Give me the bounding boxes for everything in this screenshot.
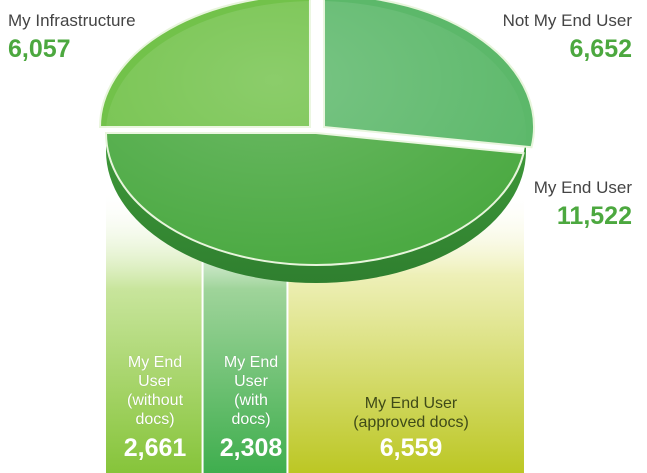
bar-label-without-docs: My End User (without docs) (126, 354, 184, 428)
slice-value-my-end-user: 11,522 (556, 202, 632, 230)
pie-gloss (106, 1, 526, 265)
bar-label-with-docs: My End User (with docs) (223, 354, 279, 428)
slice-label-my-end-user: My End User (533, 178, 632, 197)
slice-value-not-my-end-user: 6,652 (569, 35, 632, 63)
bar-value-with-docs: 2,308 (219, 434, 283, 462)
slice-label-not-my-end-user: Not My End User (502, 11, 632, 30)
bar-value-without-docs: 2,661 (123, 434, 187, 462)
bar-value-approved-docs: 6,559 (379, 434, 443, 462)
slice-label-my-infrastructure: My Infrastructure (8, 11, 136, 30)
bar-label-approved-docs: My End User (approved docs) (353, 395, 469, 431)
slice-value-my-infrastructure: 6,057 (8, 35, 71, 63)
